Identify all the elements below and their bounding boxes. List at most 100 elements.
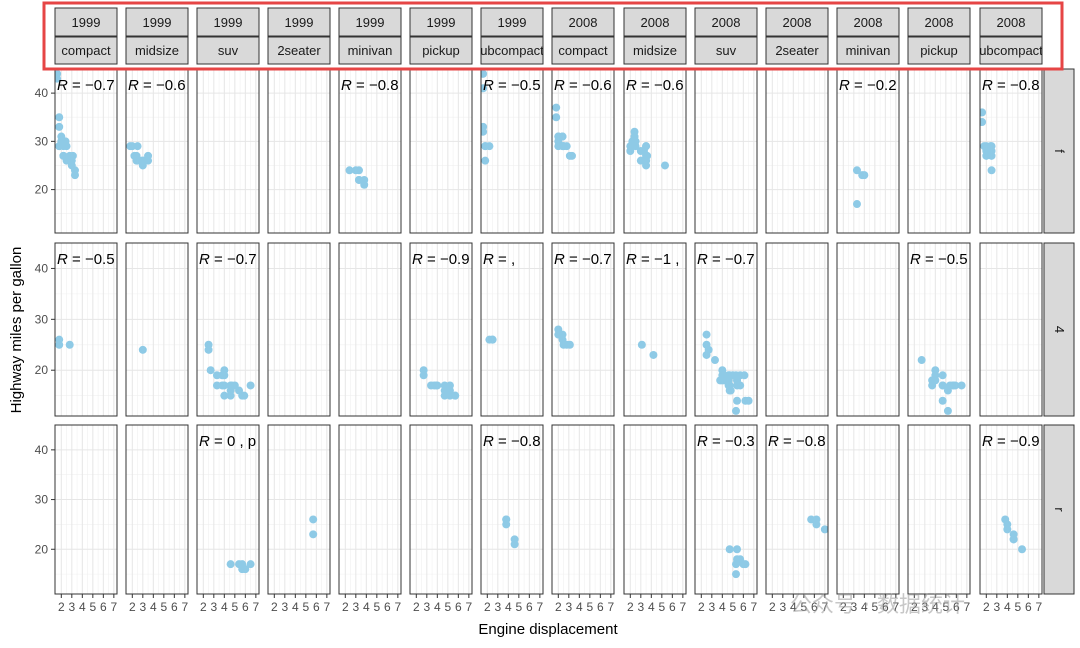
column-strip: 1999 2seater [267, 7, 331, 65]
panel-grid [481, 425, 543, 594]
x-tick-label: 5 [729, 600, 736, 614]
strip-year-box [765, 7, 829, 37]
panel-grid [126, 69, 188, 233]
facet-panel: R = −0.2 [836, 68, 900, 234]
facet-panel [267, 68, 331, 234]
panel-background [552, 425, 614, 594]
x-tick-label: 7 [182, 600, 189, 614]
x-tick-label: 7 [964, 600, 971, 614]
strip-year-box [338, 7, 402, 37]
facet-panel [196, 68, 260, 234]
correlation-label: R = 0 , p [199, 433, 256, 450]
data-point [55, 74, 62, 83]
facet-panel: R = −0.8 [979, 68, 1043, 234]
strip-class-box [54, 36, 118, 65]
x-tick-label: 6 [811, 600, 818, 614]
x-tick-label: 5 [586, 600, 593, 614]
correlation-label: R = −0.7 [697, 251, 755, 268]
panel-grid [908, 69, 970, 233]
data-point [354, 166, 363, 175]
data-point [309, 515, 318, 524]
x-tick-label: 4 [861, 600, 868, 614]
x-tick-label: 5 [160, 600, 167, 614]
column-strip: 1999 compact [54, 7, 118, 65]
facet-panel [267, 424, 331, 595]
facet-panel: R = −0.8 [480, 424, 544, 595]
data-point [552, 103, 561, 112]
y-tick-label: 20 [35, 542, 49, 556]
strip-class-label: 2seater [277, 43, 321, 58]
x-tick-label: 4 [363, 600, 370, 614]
panel-background [55, 69, 117, 233]
panel-border [979, 242, 1043, 417]
panel-grid [197, 69, 259, 233]
x-tick-label: 2 [911, 600, 918, 614]
panel-grid [624, 243, 686, 416]
strip-class-label: suv [716, 43, 737, 58]
strip-class-box [907, 36, 971, 65]
x-tick-label: 7 [395, 600, 402, 614]
x-tick-label: 7 [537, 600, 544, 614]
x-tick-label: 6 [100, 600, 107, 614]
panel-grid [268, 69, 330, 233]
correlation-label: R = −0.8 [768, 433, 826, 450]
x-tick-label: 7 [893, 600, 900, 614]
data-point [220, 391, 229, 400]
data-point [240, 391, 249, 400]
strip-class-label: midsize [633, 43, 677, 58]
correlation-label: R = −0.6 [626, 77, 684, 94]
data-point [481, 84, 488, 93]
data-point [702, 330, 711, 339]
data-point [55, 113, 64, 122]
panel-background [55, 243, 117, 416]
x-tick-label: 3 [352, 600, 359, 614]
facet-panel: R = −1 , [623, 242, 687, 417]
panel-background [766, 243, 828, 416]
panel-border [694, 242, 758, 417]
panel-border [907, 242, 971, 417]
data-point [345, 166, 354, 175]
row-strip: f [1043, 68, 1075, 234]
x-tick-label: 2 [129, 600, 136, 614]
data-point [510, 540, 519, 549]
data-point [567, 151, 576, 160]
x-tick-label: 2 [840, 600, 847, 614]
data-point [852, 166, 861, 175]
correlation-label: R = −0.7 [199, 251, 257, 268]
panel-grid [339, 425, 401, 594]
panel-background [126, 425, 188, 594]
correlation-label: R = −0.9 [412, 251, 470, 268]
facet-panel [765, 242, 829, 417]
y-tick-label: 20 [35, 363, 49, 377]
panel-background [55, 425, 117, 594]
x-tick-label: 5 [89, 600, 96, 614]
panel-border [480, 424, 544, 595]
data-point [558, 330, 567, 339]
strip-class-box [480, 36, 544, 65]
panel-background [126, 243, 188, 416]
facet-panel [623, 424, 687, 595]
data-point [739, 560, 748, 569]
row-strip-box [1043, 242, 1075, 417]
facet-panel [125, 242, 189, 417]
strip-year-label: 1999 [498, 15, 527, 30]
panel-background [410, 243, 472, 416]
x-tick-label: 5 [942, 600, 949, 614]
strip-class-box [267, 36, 331, 65]
x-tick-label: 5 [871, 600, 878, 614]
y-axis: 20 30 40 20 30 40 20 30 40 [35, 86, 55, 556]
panel-border [979, 424, 1043, 595]
y-axis-title: Highway miles per gallon [8, 247, 25, 414]
data-point [987, 166, 996, 175]
y-tick-label: 30 [35, 312, 49, 326]
panel-grid [695, 69, 757, 233]
data-point [943, 406, 952, 415]
data-point [562, 142, 571, 151]
data-point [938, 371, 947, 380]
strip-year-label: 1999 [285, 15, 314, 30]
data-point [636, 147, 645, 155]
data-point [1009, 535, 1018, 544]
data-point [637, 340, 646, 349]
data-point [445, 381, 454, 390]
data-point [744, 396, 753, 405]
